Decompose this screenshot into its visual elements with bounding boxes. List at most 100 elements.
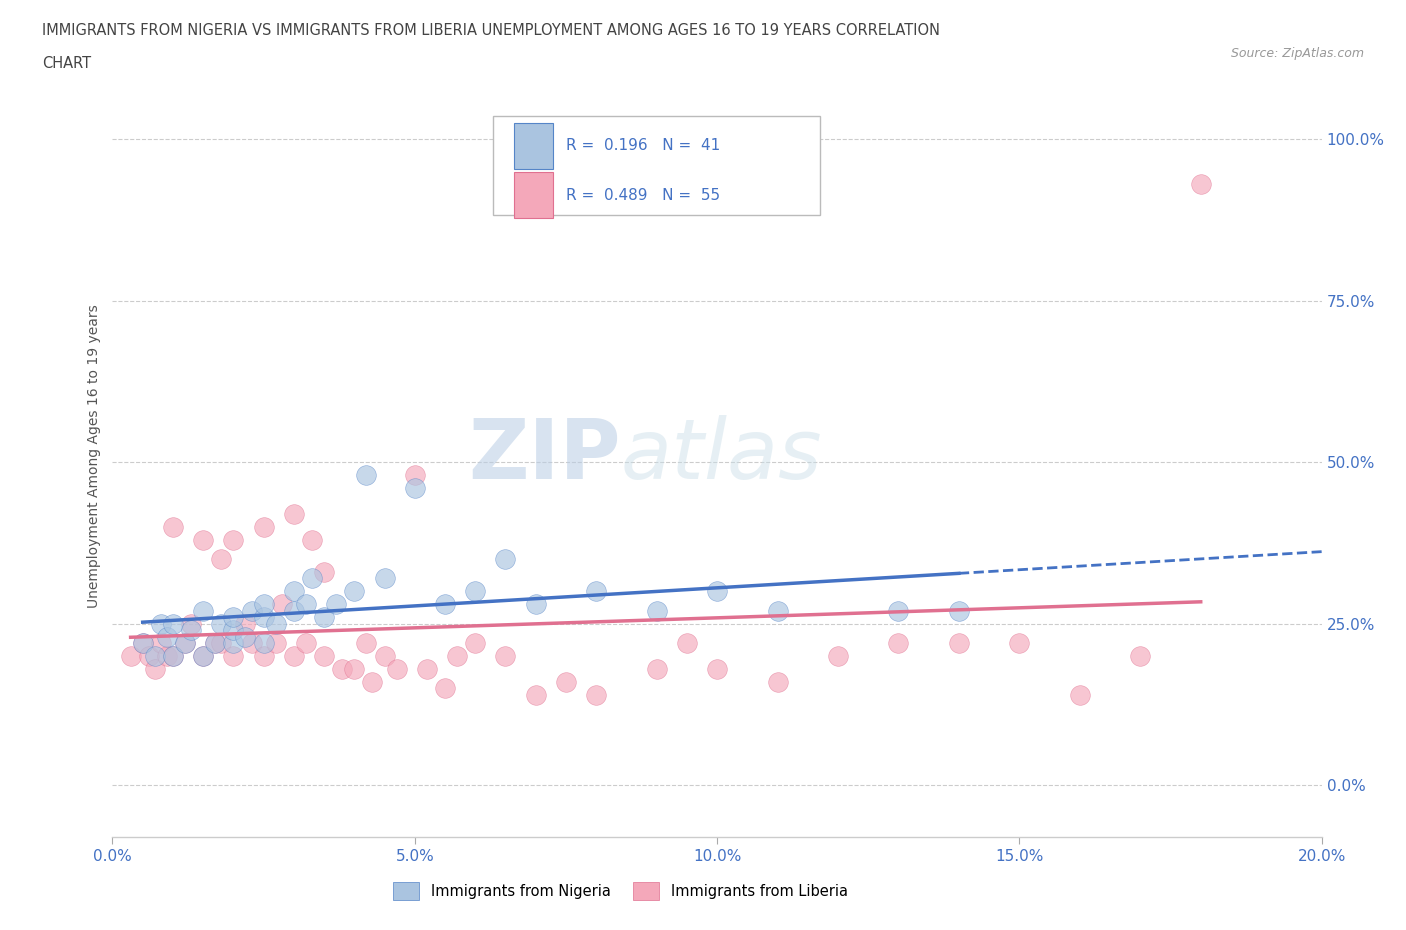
Point (301, 571, 323, 586)
Point (120, 648, 142, 663)
Point (325, 597, 347, 612)
Point (191, 648, 214, 663)
Point (283, 648, 305, 663)
FancyBboxPatch shape (515, 123, 553, 168)
Point (314, 648, 336, 663)
Point (1129, 648, 1152, 663)
Point (706, 661, 728, 676)
Point (645, 604, 668, 618)
Point (495, 648, 517, 663)
Point (156, 648, 179, 663)
Point (191, 648, 214, 663)
Text: IMMIGRANTS FROM NIGERIA VS IMMIGRANTS FROM LIBERIA UNEMPLOYMENT AMONG AGES 16 TO: IMMIGRANTS FROM NIGERIA VS IMMIGRANTS FR… (42, 23, 941, 38)
Point (887, 604, 910, 618)
Point (156, 630, 179, 644)
Point (1008, 636, 1031, 651)
Point (204, 636, 226, 651)
Point (524, 597, 547, 612)
Point (356, 636, 378, 651)
Point (162, 648, 184, 663)
Text: ZIP: ZIP (468, 415, 620, 497)
Text: R =  0.489   N =  55: R = 0.489 N = 55 (565, 188, 720, 203)
Point (222, 623, 245, 638)
Point (162, 617, 184, 631)
Point (174, 636, 197, 651)
Point (191, 532, 214, 547)
Point (191, 604, 214, 618)
Point (180, 623, 202, 638)
Text: CHART: CHART (42, 56, 91, 71)
Point (253, 648, 276, 663)
Point (343, 661, 366, 676)
FancyBboxPatch shape (494, 116, 820, 216)
Point (585, 584, 607, 599)
Point (330, 661, 353, 676)
Point (162, 648, 184, 663)
Point (264, 636, 287, 651)
Point (766, 604, 789, 618)
Point (204, 636, 226, 651)
Point (585, 687, 607, 702)
Point (149, 617, 172, 631)
Point (235, 617, 257, 631)
Text: R =  0.196   N =  41: R = 0.196 N = 41 (565, 139, 720, 153)
Point (464, 584, 486, 599)
Point (138, 648, 160, 663)
Point (253, 636, 276, 651)
Point (301, 532, 323, 547)
Point (706, 584, 728, 599)
Y-axis label: Unemployment Among Ages 16 to 19 years: Unemployment Among Ages 16 to 19 years (87, 304, 101, 607)
Point (253, 610, 276, 625)
Point (554, 674, 576, 689)
Point (222, 636, 245, 651)
Point (433, 597, 456, 612)
Point (464, 636, 486, 651)
Point (645, 661, 668, 676)
Point (416, 661, 439, 676)
Text: Source: ZipAtlas.com: Source: ZipAtlas.com (1230, 46, 1364, 60)
Point (209, 636, 232, 651)
Text: atlas: atlas (620, 415, 823, 497)
Point (495, 551, 517, 566)
Point (404, 468, 426, 483)
Point (283, 507, 305, 522)
Point (283, 604, 305, 618)
Point (295, 597, 318, 612)
Point (264, 617, 287, 631)
Point (675, 636, 697, 651)
Point (180, 617, 202, 631)
Point (240, 604, 263, 618)
Point (240, 636, 263, 651)
Point (222, 610, 245, 625)
FancyBboxPatch shape (515, 172, 553, 218)
Point (446, 648, 468, 663)
Point (1069, 687, 1091, 702)
Point (948, 604, 970, 618)
Legend: Immigrants from Nigeria, Immigrants from Liberia: Immigrants from Nigeria, Immigrants from… (387, 876, 853, 906)
Point (314, 610, 336, 625)
Point (374, 571, 396, 586)
Point (887, 636, 910, 651)
Point (374, 648, 396, 663)
Point (222, 532, 245, 547)
Point (314, 565, 336, 579)
Point (174, 636, 197, 651)
Point (948, 636, 970, 651)
Point (356, 468, 378, 483)
Point (361, 674, 384, 689)
Point (132, 636, 155, 651)
Point (404, 481, 426, 496)
Point (270, 597, 292, 612)
Point (343, 584, 366, 599)
Point (385, 661, 408, 676)
Point (295, 636, 318, 651)
Point (766, 674, 789, 689)
Point (162, 519, 184, 534)
Point (253, 519, 276, 534)
Point (283, 584, 305, 599)
Point (132, 636, 155, 651)
Point (524, 687, 547, 702)
Point (222, 648, 245, 663)
Point (143, 661, 166, 676)
Point (209, 551, 232, 566)
